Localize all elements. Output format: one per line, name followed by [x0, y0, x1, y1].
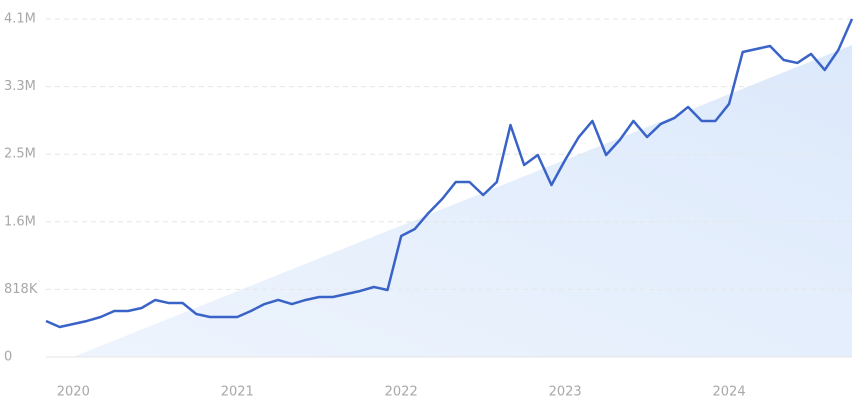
x-tick-label: 2024: [713, 385, 746, 400]
line: [45, 18, 854, 329]
trend-area: [73, 45, 852, 357]
y-tick-label: 3.3M: [4, 79, 36, 94]
x-tick-label: 2021: [221, 385, 254, 400]
x-tick-label: 2022: [385, 385, 418, 400]
x-tick-label: 2020: [57, 385, 90, 400]
x-tick-label: 2023: [549, 385, 582, 400]
y-tick-label: 818K: [4, 282, 38, 297]
y-tick-label: 1.6M: [4, 214, 36, 229]
y-tick-label: 0: [4, 350, 12, 365]
y-tick-label: 4.1M: [4, 12, 36, 27]
y-tick-label: 2.5M: [4, 147, 36, 162]
